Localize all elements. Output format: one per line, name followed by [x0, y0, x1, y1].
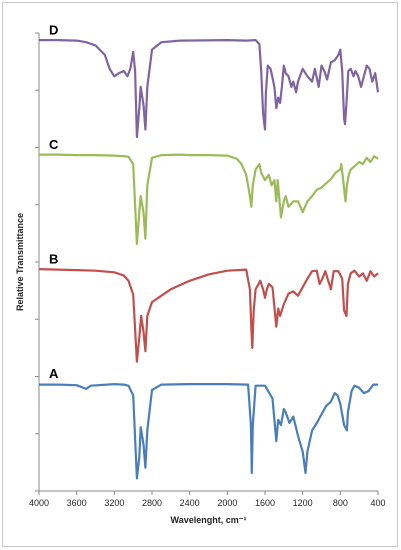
series-line-b	[38, 268, 379, 363]
ir-spectra-chart: 4000 3600 3200 2800 2400 2000 1600 1200 800 400 A…	[15, 23, 386, 525]
series-line-a	[39, 383, 378, 480]
series-line-d	[39, 39, 380, 139]
x-tick-label-3200: 3200	[104, 498, 124, 508]
x-tick-label-2000: 2000	[217, 498, 237, 508]
x-ticks: 4000 3600 3200 2800 2400 2000 1600 1200 800 400	[29, 491, 386, 508]
x-tick-label-400: 400	[370, 498, 385, 508]
y-axis-title: Relative Transmittance	[15, 213, 25, 311]
panel-labels: A B C D	[49, 23, 59, 382]
x-tick-label-4000: 4000	[29, 498, 49, 508]
x-tick-label-2400: 2400	[180, 498, 200, 508]
x-tick-label-3600: 3600	[67, 498, 87, 508]
x-tick-label-1600: 1600	[255, 498, 275, 508]
panel-label-d: D	[49, 23, 58, 38]
chart-frame: 4000 3600 3200 2800 2400 2000 1600 1200 800 400 A…	[2, 2, 398, 547]
panel-label-a: A	[49, 366, 59, 381]
axes: 4000 3600 3200 2800 2400 2000 1600 1200 800 400	[29, 32, 386, 508]
y-ticks	[35, 32, 39, 492]
x-tick-label-800: 800	[333, 498, 348, 508]
series-line-c	[39, 153, 379, 246]
panel-label-c: C	[49, 137, 59, 152]
panel-label-b: B	[49, 252, 58, 267]
x-tick-label-1200: 1200	[293, 498, 313, 508]
x-axis-title: Wavelenght, cm⁻¹	[171, 515, 247, 525]
series-layer	[38, 39, 380, 480]
x-tick-label-2800: 2800	[142, 498, 162, 508]
